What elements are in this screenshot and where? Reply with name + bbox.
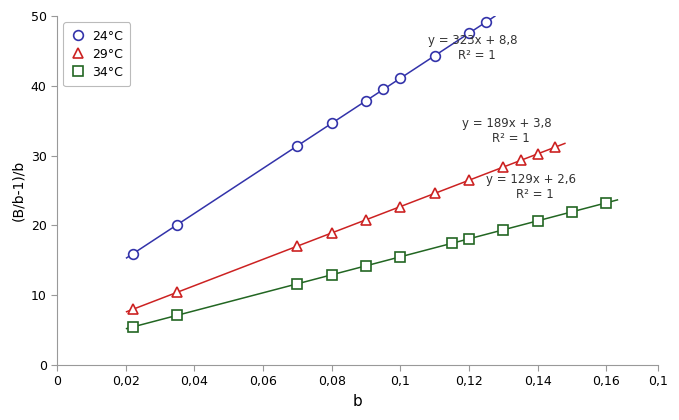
29°C [465,178,473,183]
X-axis label: b: b [352,394,363,409]
34°C [173,313,181,318]
Text: y = 189x + 3,8
        R² = 1: y = 189x + 3,8 R² = 1 [462,117,552,145]
34°C [448,241,456,246]
Y-axis label: (B/b-1)/b: (B/b-1)/b [11,160,25,221]
29°C [293,244,301,249]
24°C [293,143,301,148]
Text: y = 323x + 8,8
        R² = 1: y = 323x + 8,8 R² = 1 [428,34,517,61]
29°C [499,165,507,170]
34°C [465,236,473,241]
34°C [602,200,610,205]
24°C [430,53,439,58]
29°C [173,290,181,295]
29°C [517,158,525,163]
34°C [328,272,336,277]
34°C [128,325,136,330]
24°C [362,98,370,103]
34°C [568,209,576,214]
29°C [430,191,439,196]
34°C [293,281,301,286]
29°C [128,307,136,312]
24°C [173,222,181,227]
Line: 29°C: 29°C [128,142,559,314]
24°C [328,121,336,126]
34°C [534,218,542,223]
24°C [482,19,490,24]
24°C [465,31,473,36]
24°C [379,87,387,92]
Line: 24°C: 24°C [128,17,491,259]
34°C [362,263,370,268]
34°C [397,254,405,259]
29°C [534,151,542,156]
34°C [499,227,507,232]
Line: 34°C: 34°C [128,198,611,332]
Text: y = 129x + 2,6
        R² = 1: y = 129x + 2,6 R² = 1 [486,173,576,201]
29°C [551,145,559,150]
Legend: 24°C, 29°C, 34°C: 24°C, 29°C, 34°C [63,22,130,87]
24°C [128,252,136,257]
24°C [397,76,405,81]
29°C [397,204,405,209]
29°C [362,217,370,222]
29°C [328,231,336,236]
